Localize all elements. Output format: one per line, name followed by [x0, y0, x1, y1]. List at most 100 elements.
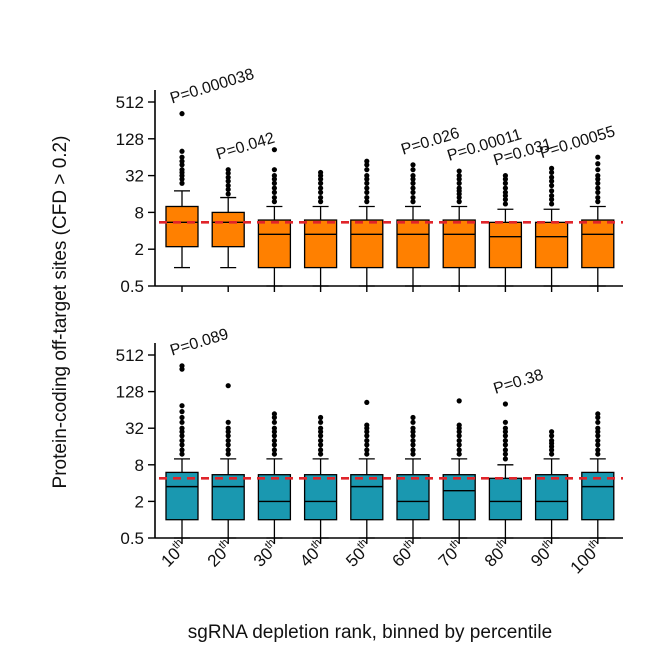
panel-bottom: 512 128 32 8 2 0.5 P=0.089 P=0.38 [116, 326, 623, 548]
outlier-point [179, 414, 185, 421]
box-iqr [303, 474, 338, 521]
x-category-label: 30th [249, 537, 283, 571]
p-value-label: P=0.000038 [168, 66, 256, 108]
outlier-point [595, 451, 601, 457]
outlier-point [410, 199, 416, 205]
x-category-label: 60th [388, 537, 422, 571]
outlier-point [225, 167, 231, 173]
box-iqr [396, 219, 430, 269]
y-tick-label: 0.5 [120, 529, 144, 548]
outlier-point [456, 173, 462, 179]
box-iqr [442, 219, 476, 269]
outlier-point [595, 180, 601, 186]
y-tick-label: 8 [135, 456, 144, 475]
outlier-point [271, 438, 277, 444]
outlier-point [318, 180, 324, 186]
outlier-point [364, 189, 370, 195]
box-iqr [211, 474, 245, 521]
outlier-point [179, 438, 185, 444]
outlier-point [502, 196, 508, 203]
box-bottom-50 [350, 399, 384, 539]
outlier-point [502, 438, 508, 444]
outlier-point [364, 447, 370, 453]
outlier-point [502, 447, 508, 453]
outlier-point [410, 451, 416, 457]
outlier-point [549, 169, 555, 176]
outlier-point [225, 447, 231, 453]
box-iqr [488, 221, 523, 269]
outlier-point [318, 199, 324, 205]
outlier-point [179, 180, 185, 186]
y-tick-label: 512 [116, 93, 144, 112]
outlier-point [410, 447, 416, 453]
outlier-point [595, 438, 601, 444]
outlier-point [179, 403, 185, 409]
outlier-point [502, 180, 508, 186]
outlier-point [549, 438, 555, 444]
box-bottom-70 [442, 398, 476, 539]
outlier-point [318, 451, 324, 457]
box-iqr [211, 211, 245, 248]
outlier-point [271, 425, 277, 431]
box-top-80 [488, 173, 523, 287]
outlier-point [364, 194, 370, 201]
outlier-point [179, 409, 185, 415]
box-iqr [581, 471, 615, 521]
outlier-point [225, 191, 231, 197]
outlier-point [225, 419, 231, 425]
outlier-point [318, 189, 324, 195]
box-bottom-10 [165, 363, 199, 539]
x-category-label: 90th [526, 537, 560, 571]
box-iqr [257, 474, 292, 521]
box-iqr [396, 474, 430, 521]
outlier-point [271, 199, 277, 205]
outlier-point [225, 383, 231, 389]
outlier-point [456, 422, 462, 428]
x-axis-title: sgRNA depletion rank, binned by percenti… [188, 622, 552, 643]
outlier-point [271, 411, 277, 417]
x-category-label: 50th [342, 537, 376, 571]
box-iqr [350, 219, 384, 269]
outlier-point [595, 447, 601, 453]
outlier-point [318, 425, 324, 431]
outlier-point [410, 414, 416, 421]
outlier-point [364, 433, 370, 439]
outlier-point [271, 433, 277, 439]
outlier-point [271, 147, 277, 153]
box-bottom-90 [534, 429, 569, 539]
outlier-point [225, 438, 231, 444]
outlier-point [271, 167, 277, 173]
outlier-point [410, 194, 416, 201]
outlier-point [225, 178, 231, 184]
outlier-point [271, 442, 277, 448]
outlier-point [502, 185, 508, 191]
outlier-point [271, 180, 277, 186]
box-bottom-20 [211, 383, 245, 539]
box-bottom-30 [257, 411, 292, 539]
outlier-point [456, 398, 462, 404]
outlier-point [225, 174, 231, 180]
outlier-point [502, 189, 508, 195]
outlier-point [364, 162, 370, 168]
outlier-point [549, 193, 555, 199]
outlier-point [318, 442, 324, 448]
outlier-point [595, 419, 601, 425]
outlier-point [595, 199, 601, 205]
box-bottom-40 [303, 414, 338, 539]
outlier-point [456, 180, 462, 186]
box-iqr [488, 477, 523, 521]
outlier-point [410, 173, 416, 179]
box-iqr [442, 474, 476, 521]
outlier-point [364, 451, 370, 457]
x-category-label: 20th [203, 537, 237, 571]
box-top-100 [581, 154, 615, 287]
outlier-point [595, 167, 601, 173]
outlier-point [502, 401, 508, 407]
outlier-point [225, 451, 231, 457]
outlier-point [271, 414, 277, 421]
outlier-point [318, 447, 324, 453]
y-tick-label: 512 [116, 346, 144, 365]
box-iqr [534, 221, 569, 269]
outlier-point [549, 433, 555, 439]
